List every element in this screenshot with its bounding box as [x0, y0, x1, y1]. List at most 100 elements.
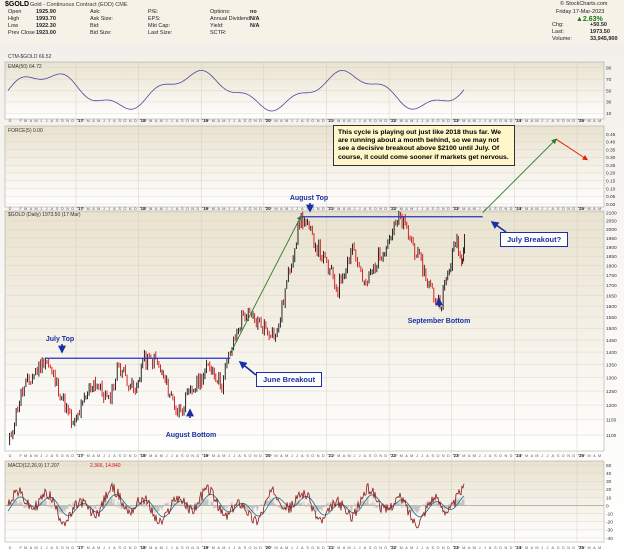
price-panel: [4, 210, 605, 452]
year-tick-label: '22: [390, 545, 396, 550]
quote-value: 33,945,900: [590, 36, 618, 42]
month-tick-label: D: [197, 546, 200, 550]
month-tick-label: J: [166, 454, 168, 458]
month-tick-label: A: [468, 119, 471, 123]
quote-label: SCTR:: [210, 30, 227, 36]
month-tick-label: J: [416, 546, 418, 550]
month-tick-label: A: [343, 207, 346, 211]
month-tick-label: S: [494, 207, 497, 211]
month-tick-label: M: [274, 546, 277, 550]
year-tick-label: '19: [202, 453, 208, 458]
month-tick-label: N: [442, 119, 445, 123]
year-tick-label: '20: [265, 545, 271, 550]
month-tick-label: J: [359, 119, 361, 123]
month-tick-label: M: [535, 454, 538, 458]
macd-tick-label: -20: [606, 520, 613, 526]
month-tick-label: M: [274, 207, 277, 211]
month-tick-label: D: [384, 119, 387, 123]
month-tick-label: A: [280, 454, 283, 458]
month-tick-label: F: [19, 207, 22, 211]
year-tick-label: '18: [140, 545, 146, 550]
quote-value: 1973.50: [590, 29, 610, 35]
gridlines: [5, 62, 604, 542]
month-tick-label: M: [588, 546, 591, 550]
month-tick-label: A: [489, 119, 492, 123]
month-tick-label: A: [343, 546, 346, 550]
force-tick-label: 0.20: [606, 171, 616, 177]
month-tick-label: N: [129, 207, 132, 211]
month-tick-label: M: [462, 546, 465, 550]
month-tick-label: O: [186, 546, 189, 550]
month-tick-label: D: [259, 119, 262, 123]
cycle-tick-label: 50: [606, 88, 612, 94]
month-tick-label: J: [108, 454, 110, 458]
macd-tick-label: -40: [606, 536, 613, 542]
month-tick-label: J: [291, 546, 293, 550]
month-tick-label: D: [572, 119, 575, 123]
month-tick-label: M: [462, 119, 465, 123]
month-tick-label: F: [458, 207, 461, 211]
month-tick-label: S: [369, 119, 372, 123]
month-tick-label: A: [593, 546, 596, 550]
month-tick-label: F: [207, 454, 210, 458]
month-tick-label: M: [160, 119, 163, 123]
macd-tick-label: 50: [606, 463, 612, 469]
month-tick-label: M: [410, 546, 413, 550]
month-tick-label: S: [557, 207, 560, 211]
quote-value: 1925.90: [36, 9, 56, 15]
month-tick-label: M: [87, 454, 90, 458]
month-tick-label: N: [191, 207, 194, 211]
month-tick-label: A: [552, 454, 555, 458]
month-tick-label: F: [82, 207, 85, 211]
month-tick-label: S: [306, 546, 309, 550]
month-tick-label: D: [71, 546, 74, 550]
month-tick-label: M: [400, 207, 403, 211]
month-tick-label: J: [166, 546, 168, 550]
month-tick-label: N: [379, 454, 382, 458]
month-tick-label: J: [296, 454, 298, 458]
month-tick-label: M: [285, 207, 288, 211]
month-tick-label: J: [108, 546, 110, 550]
quote-label: Options:: [210, 9, 231, 15]
macd-tick-label: 40: [606, 471, 612, 477]
month-tick-label: A: [426, 454, 429, 458]
month-tick-label: F: [583, 119, 586, 123]
month-tick-label: J: [421, 454, 423, 458]
month-tick-label: F: [583, 454, 586, 458]
month-tick-label: N: [191, 454, 194, 458]
projection-arrow-2019: [229, 214, 302, 354]
year-tick-label: '17: [77, 206, 83, 211]
month-tick-label: J: [233, 207, 235, 211]
month-tick-label: D: [510, 207, 513, 211]
quote-label: Mkt Cap:: [148, 23, 171, 29]
month-tick-label: A: [238, 119, 241, 123]
month-tick-label: J: [479, 546, 481, 550]
year-tick-label: '17: [77, 545, 83, 550]
month-tick-label: F: [270, 454, 273, 458]
month-tick-label: S: [369, 207, 372, 211]
month-tick-label: J: [353, 207, 355, 211]
month-tick-label: J: [233, 119, 235, 123]
month-tick-label: O: [311, 546, 314, 550]
month-tick-label: O: [249, 207, 252, 211]
month-tick-label: A: [30, 546, 33, 550]
quote-label: Last Size:: [148, 30, 173, 36]
month-tick-label: S: [56, 119, 59, 123]
year-tick-label: '22: [390, 453, 396, 458]
year-tick-label: '25: [578, 118, 584, 123]
month-tick-label: D: [322, 454, 325, 458]
month-tick-label: M: [24, 119, 27, 123]
price-tick-label: 1700: [606, 283, 617, 289]
month-tick-label: S: [432, 119, 435, 123]
month-tick-label: M: [24, 454, 27, 458]
month-tick-label: O: [374, 454, 377, 458]
month-tick-label: F: [145, 207, 148, 211]
month-tick-label: J: [479, 119, 481, 123]
month-tick-label: F: [333, 119, 336, 123]
month-tick-label: M: [97, 119, 100, 123]
month-tick-label: A: [426, 546, 429, 550]
month-tick-label: F: [520, 119, 523, 123]
month-tick-label: N: [379, 546, 382, 550]
month-tick-label: F: [270, 546, 273, 550]
analysis-note: This cycle is playing out just like 2018…: [333, 125, 515, 166]
